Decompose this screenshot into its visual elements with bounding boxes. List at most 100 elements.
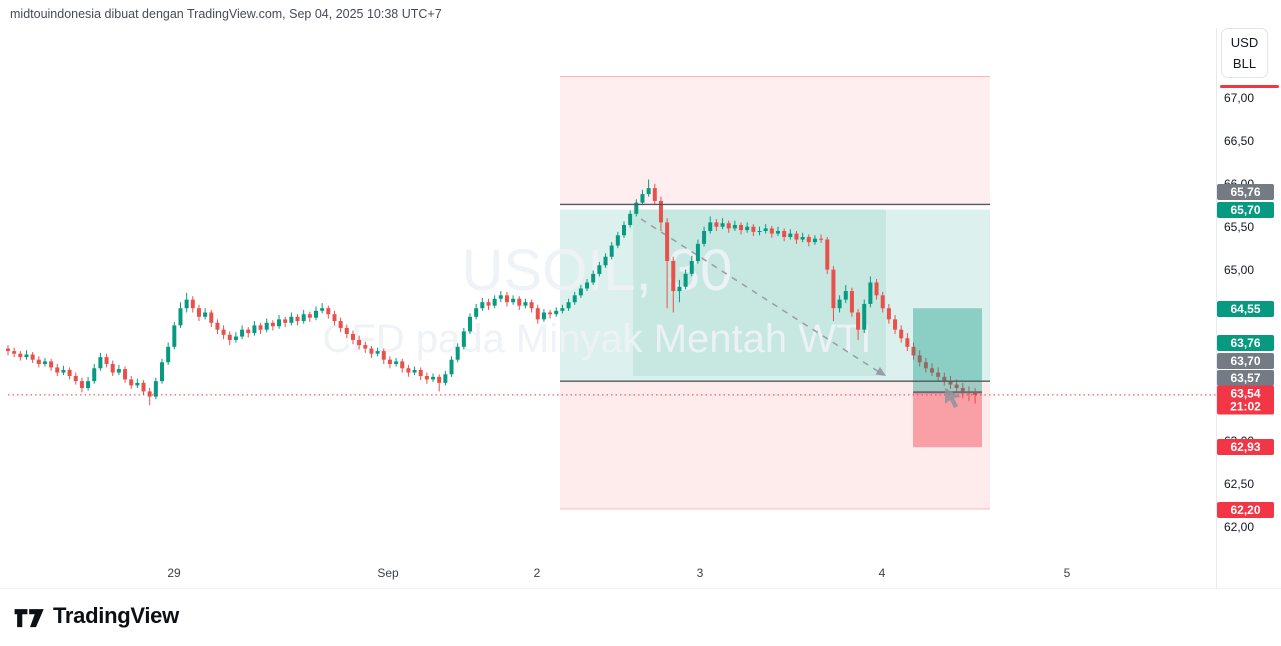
candle [264, 318, 269, 333]
candle [104, 353, 109, 368]
candle [541, 309, 546, 322]
candle [431, 373, 436, 382]
tv-logo-icon [14, 609, 44, 628]
cursor-arrow-icon [945, 388, 961, 408]
candle [42, 357, 47, 367]
candle [899, 325, 904, 343]
candle [437, 374, 442, 392]
candle [609, 242, 614, 260]
candle [591, 270, 596, 286]
candle [806, 234, 811, 247]
candle [387, 356, 392, 369]
unit-label[interactable]: BLL [1232, 56, 1257, 71]
candle [905, 333, 910, 352]
candle [36, 356, 41, 368]
candle [406, 364, 411, 377]
currency-unit-toggle[interactable]: USD BLL [1221, 28, 1268, 78]
candle [769, 225, 774, 238]
candle [135, 378, 140, 389]
time-label-4: 4 [878, 566, 886, 580]
price-tick-label: 65,00 [1224, 262, 1255, 277]
candle [480, 297, 485, 311]
candle [831, 266, 836, 322]
candle [960, 382, 965, 399]
candle [196, 304, 201, 322]
candle [424, 372, 429, 384]
candle [566, 298, 571, 311]
candle [658, 196, 663, 231]
price-scale[interactable]: 67,0066,5066,0065,5065,0063,0062,5062,00… [1216, 0, 1281, 600]
time-label-Sep: Sep [377, 566, 399, 580]
candle [640, 189, 645, 206]
candle [634, 199, 639, 217]
candle [683, 269, 688, 290]
candle [369, 345, 374, 358]
time-label-3: 3 [696, 566, 704, 580]
attribution-text: midtouindonesia dibuat dengan TradingVie… [10, 7, 442, 21]
candle [757, 226, 762, 236]
price-badge: 63,76 [1217, 335, 1274, 351]
lower-risk-zone[interactable] [560, 380, 990, 509]
candle [209, 309, 214, 328]
candle [578, 285, 583, 298]
candle [129, 375, 134, 389]
candle [622, 221, 626, 238]
candle [535, 304, 540, 324]
candle [277, 315, 282, 329]
candle [511, 295, 516, 305]
tradingview-logo[interactable]: TradingView [14, 603, 179, 629]
candle [215, 319, 220, 334]
candle [739, 222, 744, 235]
price-badge: 65,76 [1217, 184, 1274, 200]
price-badge: 62,20 [1217, 502, 1274, 518]
candle [732, 220, 737, 231]
mid-profit-zone[interactable] [560, 209, 990, 381]
candle [776, 226, 780, 237]
candle [283, 316, 288, 328]
position-profit-box[interactable] [913, 308, 982, 393]
time-label-2: 2 [533, 566, 541, 580]
trendline-arrowhead [875, 367, 886, 376]
candle [30, 351, 35, 364]
candle [468, 313, 472, 334]
candle [695, 239, 700, 264]
candle [917, 350, 922, 367]
candle [936, 367, 941, 382]
candle [203, 308, 208, 320]
time-label-29: 29 [167, 566, 181, 580]
candle [572, 291, 577, 305]
candle [523, 298, 528, 309]
candle [233, 332, 238, 343]
current-price-badge: 63,54 21:02 [1217, 385, 1274, 415]
currency-label[interactable]: USD [1230, 35, 1259, 50]
price-badge: 64,55 [1217, 301, 1274, 317]
candle [597, 261, 602, 277]
candle [221, 325, 226, 340]
candle [628, 210, 633, 228]
candle [874, 279, 879, 300]
candle [61, 365, 66, 376]
candle [868, 276, 873, 308]
upper-risk-zone[interactable] [560, 76, 990, 205]
candle [240, 325, 245, 340]
candle [849, 287, 854, 317]
candle [714, 218, 719, 231]
candle [295, 314, 300, 326]
candle [6, 345, 10, 356]
candle [646, 179, 651, 197]
candle [461, 327, 466, 350]
price-badge: 62,93 [1217, 439, 1274, 455]
candle [375, 347, 380, 357]
candle [79, 377, 84, 393]
watermark-description: CFD pada Minyak Mentah WTI [322, 317, 871, 361]
price-tick-label: 62,00 [1224, 520, 1255, 534]
candle [893, 315, 898, 334]
time-scale[interactable]: 29 Sep 2 3 4 5 [0, 558, 1216, 588]
candle [86, 376, 91, 391]
candle [153, 377, 158, 400]
candle [837, 295, 842, 313]
candle [504, 291, 509, 307]
candle [585, 279, 590, 292]
candle [350, 330, 355, 345]
